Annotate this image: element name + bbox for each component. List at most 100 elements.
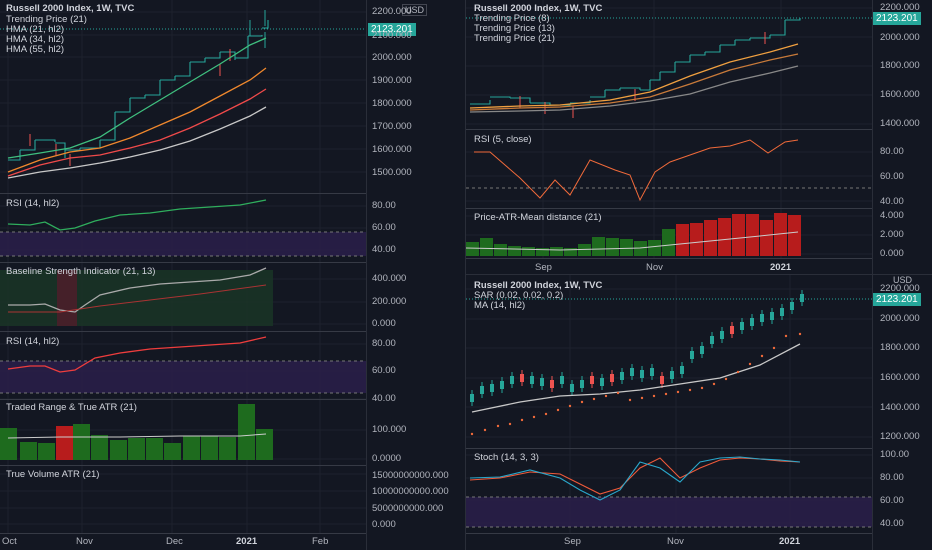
sar-dot (748, 362, 752, 366)
right-axis-divider (872, 0, 873, 550)
x-tick: Feb (312, 536, 329, 547)
y-tick: 80.00 (880, 146, 904, 157)
y-tick: 1800.000 (880, 342, 920, 353)
atr-bar (690, 223, 703, 256)
y-tick: 10000000000.000 (372, 486, 449, 497)
left-symbol-title: Russell 2000 Index, 1W, TVC (6, 3, 135, 14)
left-last-price-badge: 2123.201 (368, 23, 416, 36)
sar-dot (652, 394, 656, 398)
y-tick: 400.000 (372, 273, 407, 284)
trend-step (720, 40, 736, 46)
y-tick: 60.00 (880, 171, 904, 182)
atr-mean-line (465, 231, 799, 251)
y-tick: 15000000000.000 (372, 470, 449, 481)
y-tick: 1700.000 (372, 121, 412, 132)
left-traded-label[interactable]: Traded Range & True ATR (21) (6, 402, 137, 413)
left-right-divider (465, 0, 466, 550)
pane-separator[interactable] (0, 193, 366, 194)
candle-body (670, 371, 674, 379)
rsi-band (0, 361, 366, 393)
y-tick: 1800.000 (372, 98, 412, 109)
candle-body (730, 326, 734, 334)
rb-stoch-label[interactable]: Stoch (14, 3, 3) (474, 452, 539, 463)
trend-step (145, 80, 161, 96)
baseline-line (8, 267, 267, 313)
y-tick: 1200.000 (880, 431, 920, 442)
baseline-signal-line (8, 284, 267, 313)
rt-legend-trend13[interactable]: Trending Price (13) (474, 23, 555, 34)
rt-legend-trend8[interactable]: Trending Price (8) (474, 13, 550, 24)
sar-dot (616, 391, 620, 395)
x-tick: Nov (667, 536, 684, 547)
x-tick: Nov (646, 262, 663, 273)
rsi2-line (7, 336, 267, 373)
left-legend-hma21[interactable]: HMA (21, hl2) (6, 24, 65, 35)
atr-bar (620, 239, 633, 256)
trend-step (750, 35, 771, 39)
sar-dot (496, 424, 500, 428)
x-tick: 2021 (779, 536, 801, 547)
y-tick: 80.00 (372, 338, 396, 349)
traded-bar (73, 424, 90, 460)
candle-body (650, 368, 654, 376)
left-volume-label[interactable]: True Volume ATR (21) (6, 469, 100, 480)
left-currency-label[interactable]: USD (402, 4, 428, 16)
sar-dot (628, 398, 632, 402)
left-legend-hma34[interactable]: HMA (34, hl2) (6, 34, 65, 45)
time-axis-border (0, 533, 366, 534)
trend-step (690, 52, 706, 56)
hma55-line (7, 88, 267, 177)
pane-separator[interactable] (466, 448, 872, 449)
trend-step (530, 102, 551, 105)
rb-legend-sar[interactable]: SAR (0.02, 0.02, 0.2) (474, 290, 564, 301)
candle-body (790, 302, 794, 310)
left-rsi2-label[interactable]: RSI (14, hl2) (6, 336, 60, 347)
atr-bar (788, 215, 801, 256)
pane-separator[interactable] (466, 208, 872, 209)
trend-step (705, 45, 721, 53)
pane-separator[interactable] (0, 399, 366, 400)
y-tick: 40.00 (372, 393, 396, 404)
sar-dot (724, 377, 728, 381)
rt-symbol-title: Russell 2000 Index, 1W, TVC (474, 3, 603, 14)
y-tick: 100.000 (372, 424, 407, 435)
rt-rsi-label[interactable]: RSI (5, close) (474, 134, 532, 145)
y-tick: 1600.000 (372, 144, 412, 155)
y-tick: 4.000 (880, 210, 904, 221)
rb-legend-ma[interactable]: MA (14, hl2) (474, 300, 526, 311)
trend-step (262, 20, 269, 29)
candle-body (640, 370, 644, 378)
traded-bar (183, 436, 200, 460)
rt-last-price-badge: 2123.201 (873, 12, 921, 25)
pane-separator[interactable] (0, 262, 366, 263)
trend-step (675, 55, 691, 63)
atr-bar (592, 237, 605, 256)
pane-separator[interactable] (0, 465, 366, 466)
sar-dot (760, 354, 764, 358)
atr-bar (704, 220, 717, 256)
left-legend-trending[interactable]: Trending Price (21) (6, 14, 87, 25)
y-tick: 2200.000 (372, 6, 412, 17)
candle-body (660, 376, 664, 384)
rt-atr-label[interactable]: Price-ATR-Mean distance (21) (474, 212, 602, 223)
trend-step (735, 38, 751, 41)
pane-separator[interactable] (0, 331, 366, 332)
true-atr-line (7, 433, 267, 439)
candle-body (750, 318, 754, 326)
left-baseline-label[interactable]: Baseline Strength Indicator (21, 13) (6, 266, 156, 277)
atr-bar (550, 247, 563, 256)
pane-separator[interactable] (466, 129, 872, 130)
left-legend-hma55[interactable]: HMA (55, hl2) (6, 44, 65, 55)
y-tick: 1400.000 (880, 118, 920, 129)
candle-body (680, 366, 684, 374)
trend-step (248, 35, 263, 37)
traded-bar (56, 426, 73, 460)
rb-currency-label[interactable]: USD (893, 275, 913, 285)
atr-bar (536, 248, 549, 256)
rt-legend-trend21[interactable]: Trending Price (21) (474, 33, 555, 44)
left-rsi1-label[interactable]: RSI (14, hl2) (6, 198, 60, 209)
candle-body (700, 346, 704, 354)
rb-last-price-badge: 2123.201 (873, 293, 921, 306)
candle-body (580, 380, 584, 388)
